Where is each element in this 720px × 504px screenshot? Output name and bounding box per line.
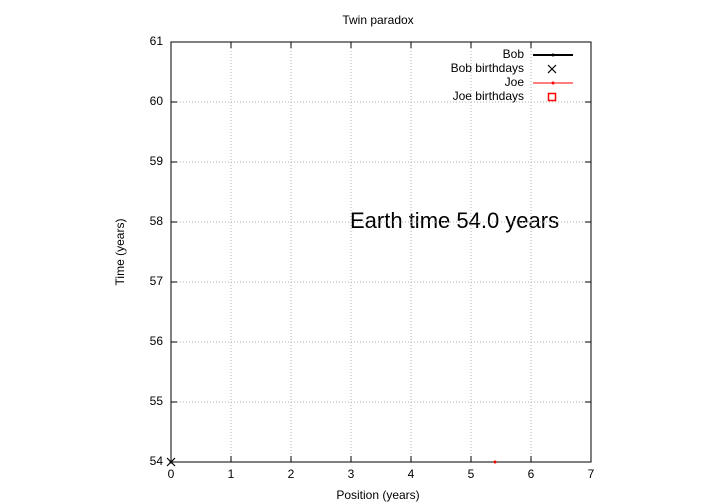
legend-label: Bob birthdays [451,61,524,75]
y-tick-label: 55 [150,394,164,408]
y-tick-label: 58 [150,214,164,228]
plot-frame [170,41,592,463]
legend-label: Bob [503,47,525,61]
y-tick-label: 60 [150,94,164,108]
y-tick-label: 61 [150,34,164,48]
y-tick-label: 56 [150,334,164,348]
x-tick-label: 0 [168,467,175,481]
y-axis-label: Time (years) [113,219,127,286]
annotation: Earth time 54.0 years [350,208,559,233]
y-tick-label: 57 [150,274,164,288]
x-tick-label: 4 [408,467,415,481]
legend-swatch [547,64,557,74]
legend-swatch [551,81,555,85]
legend-swatch [547,92,557,102]
x-tick-label: 6 [528,467,535,481]
y-tick-label: 54 [150,454,164,468]
chart-title: Twin paradox [342,13,413,27]
x-tick-label: 5 [468,467,475,481]
x-axis-label: Position (years) [336,488,419,502]
x-tick-label: 7 [588,467,595,481]
legend-swatch [551,53,555,57]
x-tick-label: 2 [288,467,295,481]
cross-marker [166,457,176,467]
y-tick-label: 59 [150,154,164,168]
x-tick-label: 1 [228,467,235,481]
legend-label: Joe [505,75,525,89]
x-tick-label: 3 [348,467,355,481]
legend-label: Joe birthdays [453,89,524,103]
point [493,460,497,464]
